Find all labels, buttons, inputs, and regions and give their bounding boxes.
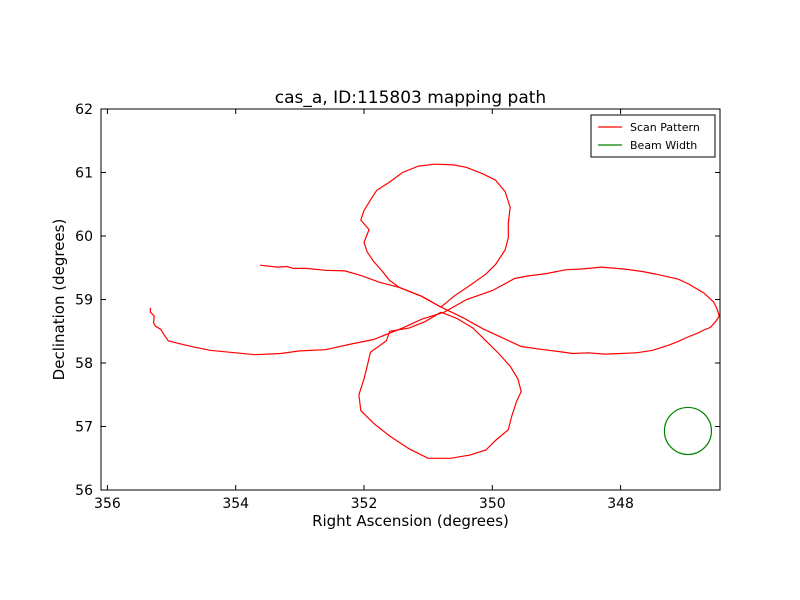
x-tick-label: 348 (607, 496, 634, 512)
y-tick-label: 57 (75, 420, 93, 436)
y-tick-label: 59 (75, 293, 93, 309)
x-axis-label: Right Ascension (degrees) (312, 512, 509, 530)
y-tick-label: 62 (75, 102, 93, 118)
x-axis: 356 354 352 350 348 (94, 109, 634, 512)
beam-width-circle (663, 406, 713, 456)
y-tick-label: 56 (75, 483, 93, 499)
y-axis-label: Declination (degrees) (50, 219, 68, 381)
x-tick-label: 356 (94, 496, 121, 512)
x-tick-label: 350 (479, 496, 506, 512)
plot-frame (100, 108, 721, 491)
y-tick-label: 61 (75, 166, 93, 182)
y-tick-label: 60 (75, 229, 93, 245)
plot-area (149, 163, 720, 459)
legend-label-scan-pattern: Scan Pattern (630, 121, 700, 134)
scan-pattern-loop-1 (360, 163, 511, 308)
chart-title: cas_a, ID:115803 mapping path (275, 88, 546, 108)
scan-pattern-line (149, 264, 720, 356)
legend-label-beam-width: Beam Width (630, 139, 697, 152)
y-axis: 56 57 58 59 60 61 62 (75, 102, 720, 499)
x-tick-label: 354 (222, 496, 249, 512)
legend: Scan Pattern Beam Width (590, 114, 716, 158)
x-tick-label: 352 (351, 496, 378, 512)
y-tick-label: 58 (75, 356, 93, 372)
scan-pattern-loop-2 (358, 311, 522, 459)
legend-box (590, 114, 716, 158)
